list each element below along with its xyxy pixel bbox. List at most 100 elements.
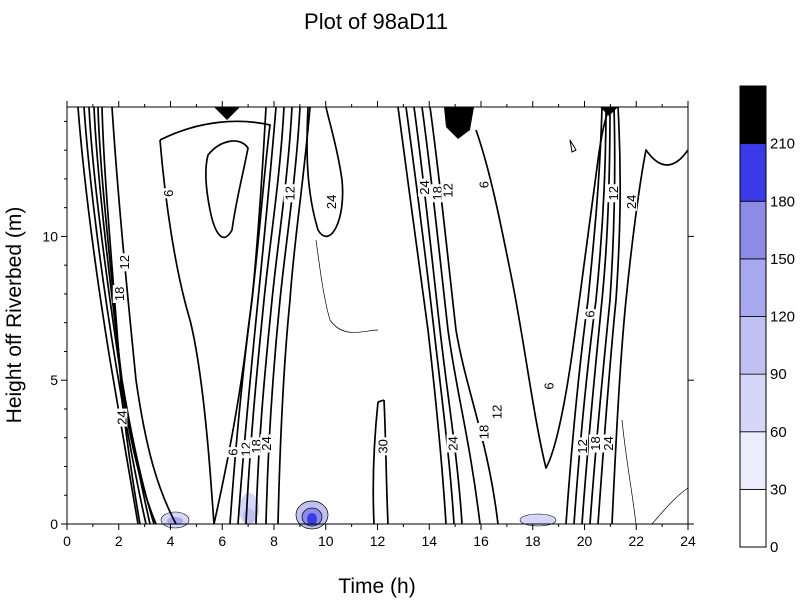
- contour-line: [383, 399, 389, 525]
- contour-label: 12: [283, 186, 298, 200]
- contour-label-bg: [490, 402, 503, 421]
- colorbar-label: 210: [770, 136, 795, 153]
- contour-label-bg: [583, 309, 596, 320]
- contour-label-bg: [283, 184, 296, 203]
- contour-line: [204, 140, 249, 239]
- contour-label-bg: [161, 188, 174, 199]
- colorbar-swatch: [739, 200, 767, 260]
- contour-label: 12: [490, 405, 505, 419]
- contour-label: 12: [239, 442, 254, 456]
- colorbar-swatch: [739, 431, 767, 490]
- contour-label: 18: [430, 186, 445, 200]
- colorbar-label: 0: [770, 539, 778, 556]
- contour-line: [397, 106, 447, 525]
- y-axis-label: Height off Riverbed (m): [3, 207, 26, 424]
- contour-label-bg: [625, 192, 638, 211]
- x-tick-label: 18: [525, 533, 541, 549]
- x-tick-label: 8: [270, 533, 278, 549]
- contour-label-bg: [226, 447, 239, 458]
- contour-label-bg: [441, 181, 454, 200]
- contour-line: [377, 399, 385, 403]
- contour-label: 18: [249, 439, 264, 453]
- contour-label: 12: [575, 439, 590, 453]
- contour-label: 18: [112, 287, 127, 301]
- contour-label-bg: [115, 408, 128, 427]
- contour-label-bg: [588, 434, 601, 453]
- contour-line: [475, 106, 611, 469]
- y-tick-label: 10: [42, 228, 58, 244]
- patch-t15: [444, 107, 474, 139]
- contour-line: [565, 106, 603, 525]
- colorbar-swatch: [739, 85, 767, 145]
- contour-label: 24: [446, 436, 461, 450]
- colorbar-swatch: [739, 488, 767, 548]
- contour-label-bg: [477, 179, 490, 190]
- contour-lines: [77, 106, 689, 525]
- contour-label-bg: [239, 440, 252, 459]
- contour-label: 12: [606, 186, 621, 200]
- y-tick-label: 5: [50, 372, 58, 388]
- contour-line: [77, 106, 139, 525]
- x-tick-label: 16: [473, 533, 489, 549]
- x-tick-label: 10: [318, 533, 334, 549]
- contour-label-bg: [601, 434, 614, 453]
- contour-label-bg: [260, 434, 273, 453]
- contour-label: 24: [259, 436, 274, 450]
- contour-label-bg: [431, 184, 444, 203]
- contour-label: 6: [161, 190, 176, 197]
- contour-label: 6: [226, 448, 241, 455]
- contour-line: [315, 239, 379, 333]
- colorbar-swatch: [739, 143, 767, 202]
- contour-label: 18: [588, 436, 603, 450]
- contour-label: 6: [583, 310, 598, 317]
- contour-label: 24: [624, 195, 639, 209]
- contour-line: [372, 401, 379, 525]
- x-tick-label: 6: [218, 533, 226, 549]
- chart-title: Plot of 98aD11: [304, 9, 448, 34]
- colorbar-swatch: [739, 373, 767, 433]
- contour-line: [421, 106, 481, 525]
- contour-line: [569, 139, 577, 153]
- contour-label-bg: [249, 437, 262, 456]
- x-tick-label: 14: [421, 533, 437, 549]
- contour-label-bg: [477, 422, 490, 441]
- contour-label-bg: [542, 380, 555, 391]
- contour-label-bg: [606, 184, 619, 203]
- contour-line: [83, 106, 147, 525]
- colorbar-swatch: [739, 258, 767, 317]
- contour-label: 6: [541, 382, 556, 389]
- contour-label-bg: [418, 178, 431, 197]
- contour-label: 24: [417, 180, 432, 194]
- contour-label: 12: [117, 255, 132, 269]
- contour-line: [651, 487, 689, 525]
- colorbar-label: 90: [770, 366, 787, 383]
- x-tick-label: 2: [115, 533, 123, 549]
- contour-line: [277, 106, 311, 525]
- colorbar: 0 30 60 90 120 150 180 210: [739, 85, 795, 556]
- y-tick-label: 0: [50, 516, 58, 532]
- x-tick-label: 20: [577, 533, 593, 549]
- contour-label: 30: [376, 439, 391, 453]
- colorbar-label: 120: [770, 309, 795, 326]
- contour-line: [101, 106, 141, 525]
- contour-label: 18: [477, 425, 492, 439]
- contour-label-bg: [575, 437, 588, 456]
- contour-line: [621, 419, 637, 525]
- contour-line: [306, 106, 344, 238]
- contour-label-bg: [446, 434, 459, 453]
- contour-label: 24: [601, 436, 616, 450]
- contour-label: 6: [477, 181, 492, 188]
- x-tick-label: 22: [628, 533, 644, 549]
- colorbar-label: 30: [770, 481, 787, 498]
- x-tick-label: 0: [63, 533, 71, 549]
- contour-label: 12: [440, 183, 455, 197]
- contour-line: [429, 106, 499, 525]
- contour-line: [111, 106, 177, 525]
- contour-label-bg: [324, 192, 337, 211]
- contour-line: [611, 149, 689, 525]
- contour-label-bg: [376, 437, 389, 456]
- colorbar-label: 180: [770, 193, 795, 210]
